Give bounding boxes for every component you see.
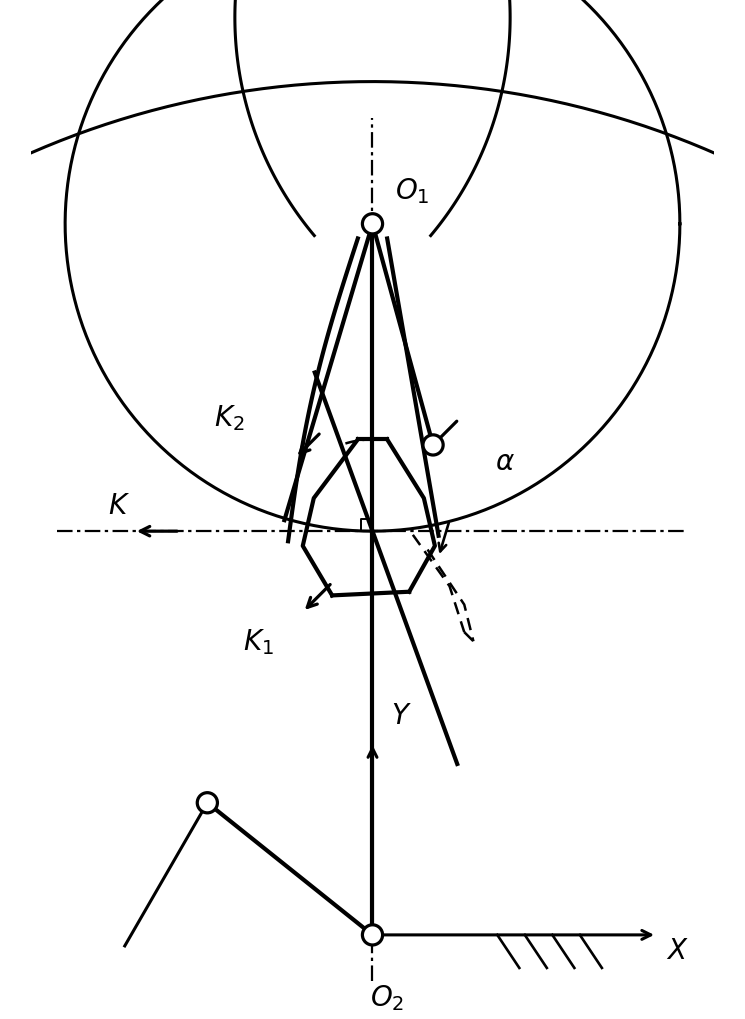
- Text: $\alpha$: $\alpha$: [495, 448, 515, 476]
- Circle shape: [423, 435, 443, 455]
- Text: $O_1$: $O_1$: [395, 176, 429, 206]
- Circle shape: [362, 925, 383, 945]
- Text: $K$: $K$: [108, 492, 130, 520]
- Text: $K_2$: $K_2$: [214, 404, 244, 433]
- Circle shape: [197, 793, 218, 813]
- Text: $K_1$: $K_1$: [244, 627, 274, 656]
- Text: $X$: $X$: [666, 935, 689, 964]
- Text: $Y$: $Y$: [391, 702, 411, 730]
- Text: $O_2$: $O_2$: [370, 982, 405, 1013]
- Circle shape: [362, 214, 383, 234]
